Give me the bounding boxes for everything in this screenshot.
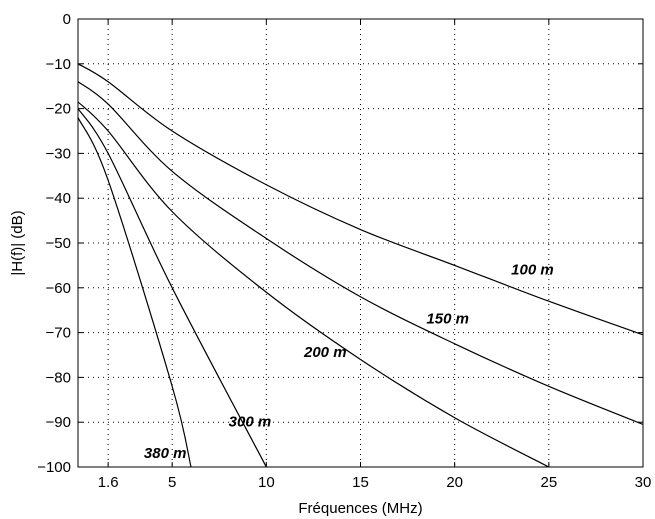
x-tick-label: 1.6 xyxy=(98,474,119,491)
y-tick-label: −100 xyxy=(37,459,71,476)
x-tick-label: 20 xyxy=(446,474,463,491)
y-tick-label: 0 xyxy=(63,11,71,28)
x-axis-title: Fréquences (MHz) xyxy=(298,500,422,517)
y-tick-label: −70 xyxy=(46,325,71,342)
y-axis-title: |H(f)| (dB) xyxy=(9,210,26,275)
ticks: 1.6 5 10 15 20 25 30 0 −10 −20 −30 −40 −50 −60 −70 −80 −… xyxy=(37,11,651,491)
curve-labels: 100 m 150 m 200 m 300 m 380 m xyxy=(144,261,554,462)
x-tick-label: 30 xyxy=(635,474,652,491)
grid xyxy=(78,18,644,468)
y-tick-label: −10 xyxy=(46,56,71,73)
x-tick-label: 10 xyxy=(258,474,275,491)
x-tick-label: 25 xyxy=(540,474,557,491)
series-line xyxy=(77,81,644,425)
y-tick-label: −30 xyxy=(46,145,71,162)
curve-label: 300 m xyxy=(229,414,272,431)
y-tick-label: −60 xyxy=(46,280,71,297)
curve-label: 100 m xyxy=(511,261,554,278)
series-line xyxy=(77,63,644,336)
y-tick-label: −20 xyxy=(46,101,71,118)
series-line xyxy=(77,108,267,468)
y-tick-label: −40 xyxy=(46,190,71,207)
series-line xyxy=(77,117,192,468)
series-line xyxy=(77,101,550,468)
series-layer xyxy=(77,63,644,468)
curve-label: 380 m xyxy=(144,445,187,462)
y-tick-label: −80 xyxy=(46,369,71,386)
curve-label: 150 m xyxy=(426,311,469,328)
y-tick-label: −50 xyxy=(46,235,71,252)
y-tick-label: −90 xyxy=(46,414,71,431)
curve-label: 200 m xyxy=(303,344,347,361)
x-tick-label: 5 xyxy=(168,474,176,491)
x-tick-label: 15 xyxy=(352,474,369,491)
